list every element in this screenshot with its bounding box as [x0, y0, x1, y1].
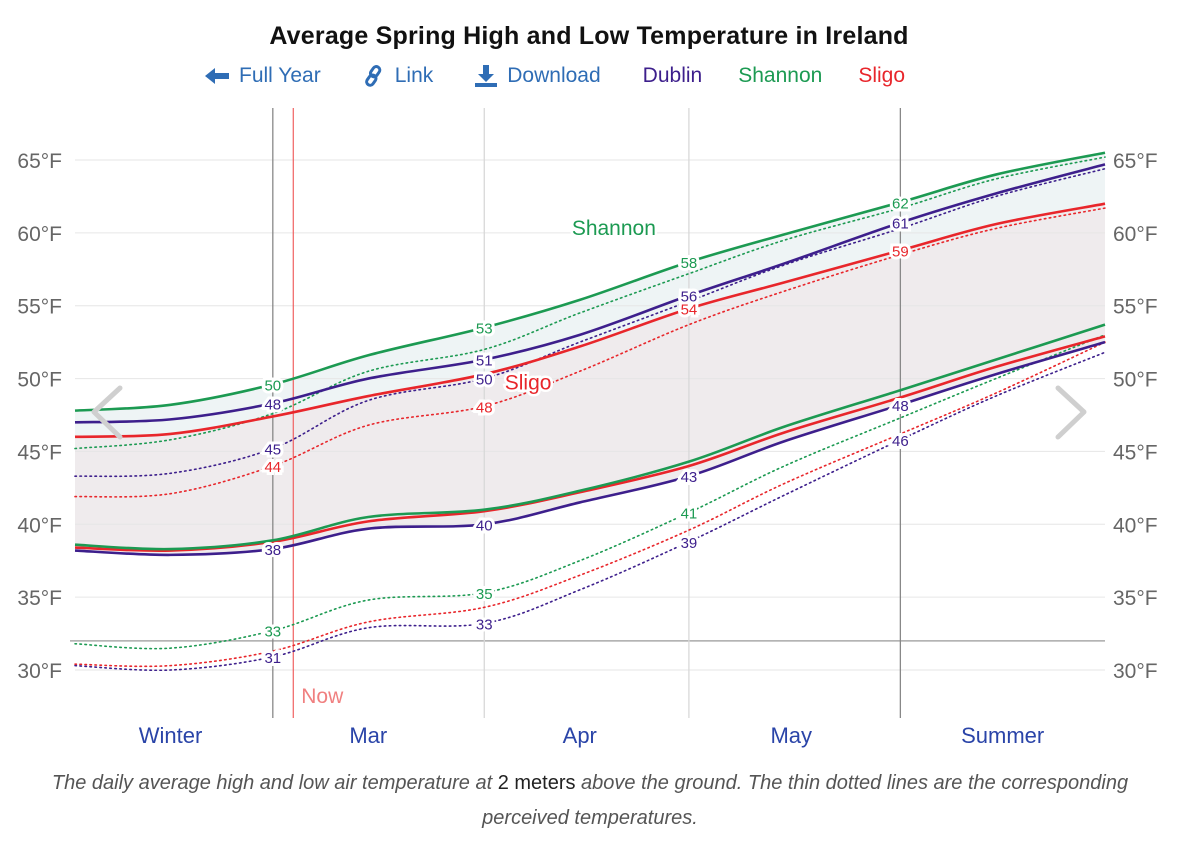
- download-button[interactable]: Download: [475, 64, 601, 88]
- y-tick-label-right: 35°F: [1113, 587, 1158, 610]
- chevron-right-icon[interactable]: [1055, 385, 1087, 440]
- sligo-high-line: [74, 202, 1106, 439]
- download-icon: [475, 65, 498, 87]
- y-tick-label-left: 35°F: [17, 587, 62, 610]
- value-label: 48: [892, 398, 909, 415]
- value-label: 50: [476, 372, 493, 389]
- shannon-high-line: [74, 151, 1106, 412]
- value-label: 59: [892, 243, 909, 260]
- temperature-chart: 30°F 30°F 35°F 35°F 40°F 40°F 45°F 45°F 50°F 50°F…: [17, 108, 1158, 748]
- now-label: Now: [301, 685, 344, 708]
- download-label: Download: [507, 64, 601, 87]
- shannon-feels-low-line: [74, 334, 1106, 650]
- legend-sligo[interactable]: Sligo: [858, 64, 906, 87]
- x-tick-label: Mar: [349, 723, 387, 748]
- dublin-feels-low-line: [74, 351, 1106, 672]
- y-tick-label-left: 45°F: [17, 441, 62, 464]
- y-tick-label-left: 60°F: [17, 223, 62, 246]
- caption-text-1: The daily average high and low air tempe…: [51, 772, 498, 794]
- value-label: 40: [476, 517, 493, 534]
- chart-caption: The daily average high and low air tempe…: [40, 766, 1140, 836]
- value-label: 39: [681, 535, 698, 552]
- chevron-left-icon[interactable]: [91, 385, 123, 440]
- value-label: 53: [476, 321, 493, 338]
- chart-title: Average Spring High and Low Temperature …: [269, 22, 909, 50]
- y-tick-label-right: 30°F: [1113, 660, 1158, 683]
- caption-emphasis: 2 meters: [497, 772, 576, 794]
- y-tick-label-right: 55°F: [1113, 296, 1158, 319]
- dublin-high-line: [74, 163, 1106, 424]
- value-label: 33: [476, 616, 493, 633]
- x-tick-label: Apr: [563, 723, 597, 748]
- value-label: 38: [264, 542, 281, 559]
- value-label: 61: [892, 216, 909, 233]
- link-icon: [364, 65, 382, 87]
- legend-dublin[interactable]: Dublin: [642, 64, 703, 87]
- legend-shannon[interactable]: Shannon: [738, 64, 823, 87]
- value-label: 35: [476, 586, 493, 603]
- y-tick-label-left: 30°F: [17, 660, 62, 683]
- x-tick-label: Summer: [961, 723, 1044, 748]
- value-label: 33: [264, 624, 281, 641]
- y-tick-label-right: 60°F: [1113, 223, 1158, 246]
- y-tick-label-left: 65°F: [17, 150, 62, 173]
- sligo-feels-high-line: [74, 207, 1106, 498]
- value-label: 48: [264, 396, 281, 413]
- value-label: 51: [476, 353, 493, 370]
- x-tick-label: Winter: [139, 723, 203, 748]
- value-label: 41: [681, 506, 698, 523]
- value-label: 46: [892, 433, 909, 450]
- y-tick-label-left: 55°F: [17, 296, 62, 319]
- y-tick-label-left: 50°F: [17, 369, 62, 392]
- value-label: 45: [264, 442, 281, 459]
- sligo-feels-low-line: [74, 341, 1106, 668]
- value-label: 54: [681, 302, 698, 319]
- y-tick-label-right: 50°F: [1113, 369, 1158, 392]
- caption-text-2: above the ground. The thin dotted lines …: [482, 772, 1129, 829]
- value-label: 56: [681, 289, 698, 306]
- full-year-button[interactable]: Full Year: [205, 64, 321, 88]
- high-low-band: [75, 203, 1105, 555]
- series-label-shannon: Shannon: [572, 217, 656, 240]
- value-label: 62: [892, 195, 909, 212]
- value-label: 50: [264, 377, 281, 394]
- dublin-feels-high-line: [74, 167, 1106, 478]
- chart-toolbar: Full Year Link Download Dublin Shannon S…: [205, 64, 941, 88]
- y-tick-label-left: 40°F: [17, 514, 62, 537]
- high-range-band: [75, 152, 1105, 437]
- dublin-low-line: [74, 340, 1106, 557]
- y-tick-label-right: 65°F: [1113, 150, 1158, 173]
- arrow-left-icon: [205, 68, 229, 84]
- series-label-sligo: Sligo: [505, 371, 552, 394]
- value-label: 44: [264, 459, 281, 476]
- value-label: 43: [681, 469, 698, 486]
- link-button[interactable]: Link: [363, 64, 434, 88]
- y-tick-label-right: 45°F: [1113, 441, 1158, 464]
- value-label: 58: [681, 255, 698, 272]
- value-label: 31: [264, 650, 281, 667]
- y-tick-label-right: 40°F: [1113, 514, 1158, 537]
- link-label: Link: [394, 64, 434, 87]
- full-year-label: Full Year: [239, 64, 321, 87]
- shannon-low-line: [74, 323, 1106, 551]
- value-label: 48: [476, 399, 493, 416]
- x-tick-label: May: [770, 723, 812, 748]
